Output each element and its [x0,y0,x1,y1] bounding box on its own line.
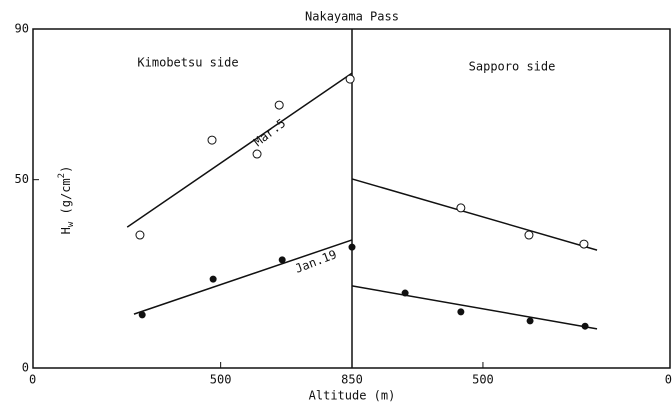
y-tick-label: 50 [15,172,29,186]
y-tick-label: 0 [22,361,29,375]
fit-line [126,72,353,228]
data-point [138,311,146,319]
y-axis-label: Hw (g/cm2) [57,166,76,235]
data-point [457,308,465,316]
data-point [581,322,589,330]
y-label-sub: w [66,221,76,227]
x-tick-label: 500 [472,373,494,387]
data-point [278,256,286,264]
data-point [209,275,217,283]
x-axis-label: Altitude (m) [309,389,396,403]
y-label-sup: 2 [57,173,67,178]
chart-title: Nakayama Pass [305,10,399,24]
x-tick-label: 0 [665,373,672,387]
panel-label: Kimobetsu side [137,56,238,70]
data-point [524,230,534,240]
fit-line [351,178,598,251]
line-annotation: Mar.5 [251,116,288,149]
data-point [274,100,284,110]
x-tick-label: 500 [210,373,232,387]
data-point [526,317,534,325]
panel-label: Sapporo side [469,60,556,74]
fit-line [133,239,353,315]
fit-line [351,285,598,330]
y-label-part: ) [59,166,73,173]
y-label-part: H [59,227,73,234]
data-point [579,239,589,249]
data-point [456,203,466,213]
x-tick-label: 0 [29,373,36,387]
data-point [252,149,262,159]
data-point [345,74,355,84]
data-point [401,289,409,297]
data-point [348,243,356,251]
y-label-part: (g/cm [59,178,73,221]
x-tick-label: 850 [341,373,363,387]
data-point [135,230,145,240]
data-point [207,135,217,145]
y-tick-label: 90 [15,22,29,36]
